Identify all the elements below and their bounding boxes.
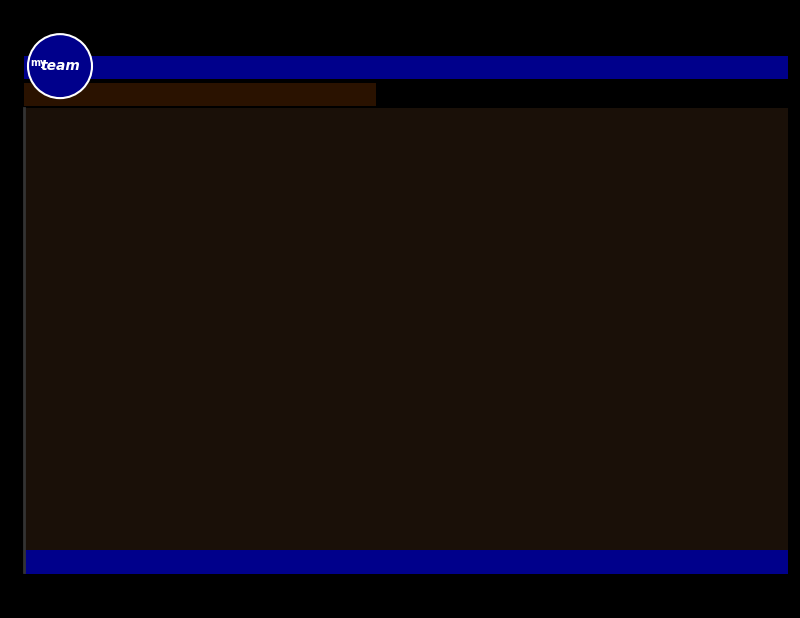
Text: team: team — [40, 59, 80, 73]
Bar — [24, 550, 788, 574]
Bar — [24, 108, 788, 572]
Ellipse shape — [28, 34, 92, 98]
Text: my: my — [30, 58, 46, 68]
Bar — [24, 83, 376, 106]
Bar — [24, 56, 788, 79]
